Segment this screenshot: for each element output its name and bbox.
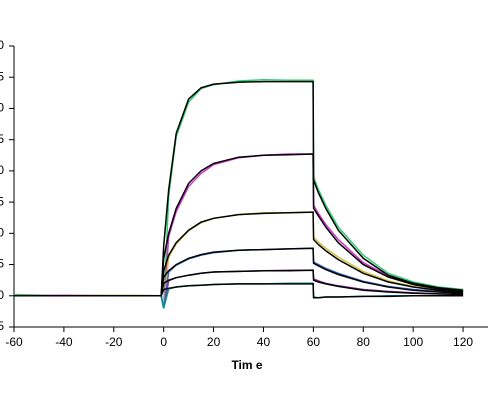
y-tick-label: 25 <box>0 132 4 146</box>
x-tick-label: 60 <box>307 335 321 349</box>
series-line <box>13 78 464 309</box>
x-tick-label: -20 <box>105 335 123 349</box>
y-tick-label: 30 <box>0 101 4 115</box>
x-axis-label: Tim e <box>231 358 262 372</box>
x-tick-label: -40 <box>55 335 73 349</box>
y-tick-label: -5 <box>0 319 4 333</box>
series-line <box>13 153 464 309</box>
x-tick-label: 0 <box>160 335 167 349</box>
series-line <box>14 153 464 297</box>
x-tick-label: 80 <box>357 335 371 349</box>
y-tick-label: 15 <box>0 194 4 208</box>
y-tick-label: 40 <box>0 38 4 52</box>
y-tick-label: 20 <box>0 163 4 177</box>
series-line <box>14 80 464 297</box>
x-tick-label: 120 <box>453 335 473 349</box>
series-line <box>14 269 464 297</box>
x-tick-label: -60 <box>5 335 23 349</box>
y-tick-label: 5 <box>0 257 4 271</box>
y-tick-label: 10 <box>0 226 4 240</box>
x-tick-label: 100 <box>403 335 423 349</box>
y-tick-label: 0 <box>0 288 4 302</box>
y-tick-label: 35 <box>0 69 4 83</box>
x-tick-label: 40 <box>257 335 271 349</box>
series-line <box>14 211 464 309</box>
series-line <box>14 247 464 297</box>
series-line <box>14 283 464 299</box>
x-tick-label: 20 <box>207 335 221 349</box>
